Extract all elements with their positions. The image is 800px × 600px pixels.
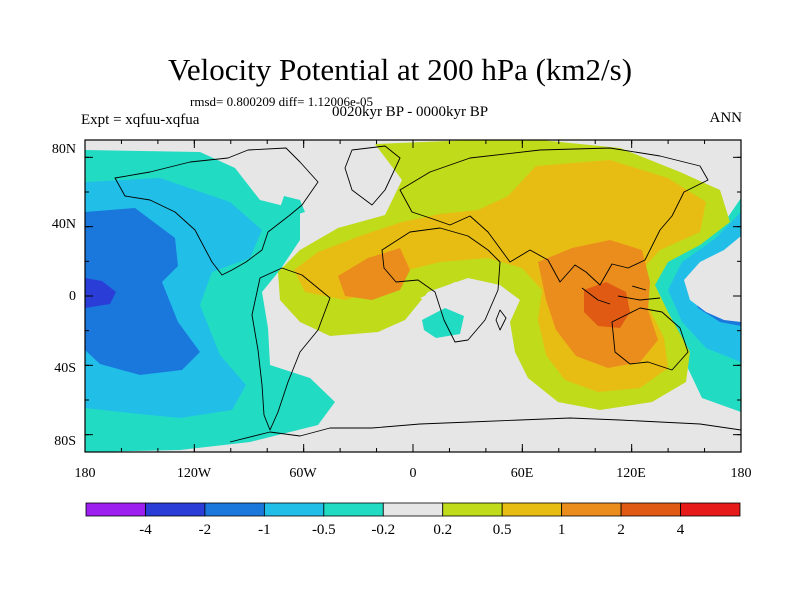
- coast-antarctica: [229, 417, 741, 443]
- contour-blue-west: [85, 208, 200, 375]
- plot-title: Velocity Potential at 200 hPa (km2/s): [167, 52, 633, 87]
- y-tick-40n: 40N: [51, 217, 76, 232]
- contour-neutral-africa: [420, 282, 518, 320]
- stats-label: rmsd= 0.800209 diff= 1.12006e-05: [190, 94, 374, 109]
- contour-darkblue-west: [85, 278, 116, 308]
- colorbar-label: -4: [139, 522, 152, 538]
- coastlines: [114, 145, 741, 443]
- tick-marks: [84, 140, 742, 452]
- coast-africa: [381, 227, 501, 343]
- colorbar-swatch: [263, 502, 325, 517]
- x-tick-60w: 60W: [289, 466, 317, 481]
- experiment-label: Expt = xqfuu-xqfua: [81, 112, 200, 128]
- colorbar-swatch: [501, 502, 563, 517]
- colorbar-label: -1: [258, 522, 271, 538]
- coast-north-america: [114, 147, 319, 276]
- coast-indonesia: [581, 285, 661, 305]
- y-tick-80s: 80S: [54, 434, 76, 449]
- field-layer: [85, 140, 741, 452]
- x-tick-180w: 180: [74, 466, 96, 481]
- season-label: ANN: [709, 110, 743, 126]
- colorbar-swatch: [561, 502, 622, 517]
- colorbar-swatch: [680, 502, 741, 517]
- colorbar-swatch: [323, 502, 384, 517]
- colorbar-label: -0.5: [311, 522, 336, 538]
- y-tick-40s: 40S: [54, 361, 76, 376]
- colorbar-label: -2: [198, 522, 212, 538]
- coast-madagascar: [495, 309, 507, 331]
- coast-greenland: [344, 145, 401, 206]
- coast-australia: [611, 307, 689, 371]
- colorbar-label: 2: [617, 522, 625, 538]
- x-tick-120w: 120W: [176, 466, 212, 481]
- x-tick-0: 0: [409, 466, 417, 481]
- contour-redorange: [584, 282, 630, 328]
- colorbar-swatch: [204, 502, 265, 517]
- colorbar-label: -0.2: [371, 522, 396, 538]
- colorbar-swatch: [382, 502, 444, 517]
- x-tick-120e: 120E: [616, 466, 646, 481]
- y-tick-80n: 80N: [51, 142, 76, 157]
- x-tick-60e: 60E: [510, 466, 534, 481]
- colorbar-label: 0.5: [492, 522, 512, 538]
- contour-orange-atlantic: [338, 248, 410, 300]
- contour-teal-atlantic: [280, 196, 305, 216]
- contour-teal-africa: [422, 308, 464, 338]
- y-tick-0: 0: [69, 289, 76, 304]
- colorbar-label: 1: [557, 522, 566, 538]
- period-label: 0020kyr BP - 0000kyr BP: [331, 104, 489, 120]
- colorbar: [85, 502, 741, 517]
- contour-neutral-east: [684, 236, 741, 322]
- colorbar-swatch: [85, 502, 146, 517]
- colorbar-swatch: [145, 502, 206, 517]
- coast-eurasia: [399, 147, 709, 286]
- colorbar-swatch: [620, 502, 681, 517]
- colorbar-label: 0.2: [433, 522, 453, 538]
- coast-south-america: [251, 267, 331, 431]
- colorbar-swatch: [442, 502, 503, 517]
- x-tick-180e: 180: [730, 466, 752, 481]
- colorbar-label: 4: [676, 522, 685, 538]
